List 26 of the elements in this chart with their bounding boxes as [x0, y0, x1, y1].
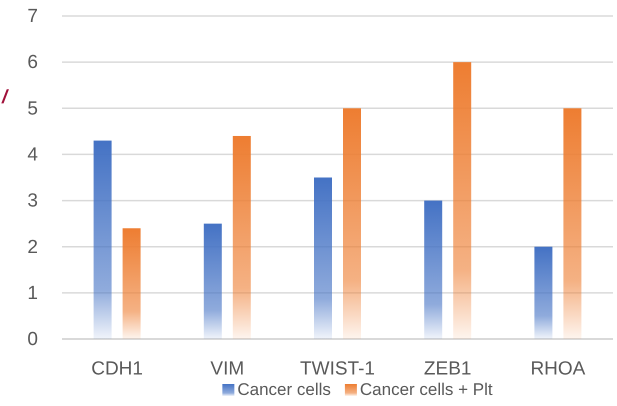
- bar: [343, 108, 361, 339]
- bar: [232, 136, 251, 339]
- bar: [424, 200, 442, 339]
- y-tick-label: 0: [27, 329, 38, 350]
- bar: [204, 224, 222, 339]
- x-tick-label: VIM: [210, 358, 244, 380]
- y-tick-label: 7: [27, 6, 38, 28]
- bar: [122, 228, 141, 339]
- y-tick-label: 4: [27, 144, 38, 166]
- x-tick-label: ZEB1: [424, 358, 472, 380]
- bar: [94, 140, 112, 339]
- y-tick-label: 3: [27, 190, 38, 212]
- y-tick-label: 6: [27, 52, 38, 74]
- x-tick-label: RHOA: [530, 358, 586, 380]
- bar: [563, 108, 582, 339]
- legend-label: Cancer cells: [237, 380, 331, 399]
- y-tick-label: 1: [27, 282, 38, 304]
- bar: [314, 178, 332, 339]
- x-tick-label: CDH1: [91, 358, 143, 380]
- y-tick-label: 2: [27, 236, 38, 258]
- legend-label: Cancer cells + Plt: [360, 380, 493, 399]
- x-tick-label: TWIST-1: [300, 358, 375, 380]
- text: /: [1, 87, 9, 108]
- bar: [534, 246, 552, 339]
- bar: [453, 62, 472, 339]
- y-tick-label: 5: [27, 98, 38, 120]
